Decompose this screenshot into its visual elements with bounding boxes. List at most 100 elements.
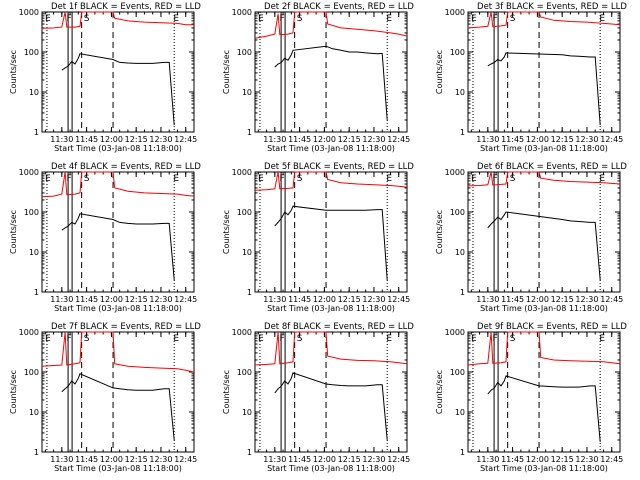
- x-tick-label: 11:45: [75, 455, 98, 464]
- marker-label-f: F: [279, 334, 284, 344]
- y-tick-label: 1: [460, 288, 465, 297]
- x-tick-label: 12:45: [600, 455, 623, 464]
- x-axis-label: Start Time (03-Jan-08 11:18:00): [267, 304, 395, 313]
- marker-label-s: S: [297, 334, 303, 344]
- panel-4: Det 4f BLACK = Events, RED = LLD 1 10 100 10…: [9, 162, 201, 313]
- panel-1: Det 1f BLACK = Events, RED = LLD 1 10 100 10…: [9, 2, 201, 153]
- y-tick-label: 1000: [19, 328, 39, 337]
- panel-title: Det 5f BLACK = Events, RED = LLD: [264, 162, 414, 172]
- panel-7: Det 7f BLACK = Events, RED = LLD 1 10 100 10…: [9, 322, 201, 473]
- lld-series-line: [467, 11, 621, 29]
- marker-label-e: E: [173, 334, 179, 344]
- lld-series-line: [254, 331, 408, 366]
- panel-title: Det 7f BLACK = Events, RED = LLD: [51, 322, 201, 332]
- y-tick-label: 1000: [19, 168, 39, 177]
- panel-title: Det 2f BLACK = Events, RED = LLD: [264, 2, 414, 12]
- y-axis-label: Counts/sec: [435, 370, 444, 414]
- x-tick-label: 12:15: [338, 295, 361, 304]
- x-tick-label: 12:00: [313, 295, 336, 304]
- plot-frame: [254, 331, 408, 453]
- panel-8: Det 8f BLACK = Events, RED = LLD 1 10 100 10…: [222, 322, 414, 473]
- x-tick-label: 12:30: [575, 135, 598, 144]
- y-tick-label: 1: [34, 128, 39, 137]
- x-tick-label: 12:45: [387, 135, 410, 144]
- x-tick-label: 11:45: [501, 455, 524, 464]
- x-tick-label: 12:00: [526, 295, 549, 304]
- y-tick-label: 100: [24, 368, 39, 377]
- x-tick-label: 12:30: [149, 455, 172, 464]
- y-tick-label: 100: [237, 208, 252, 217]
- y-tick-label: 1000: [445, 8, 465, 17]
- x-tick-label: 12:15: [125, 295, 148, 304]
- x-tick-label: 12:00: [526, 455, 549, 464]
- y-axis-label: Counts/sec: [435, 50, 444, 94]
- y-tick-label: 1000: [19, 8, 39, 17]
- y-tick-label: 1: [460, 448, 465, 457]
- events-series-line: [61, 373, 175, 441]
- plot-frame: [254, 171, 408, 293]
- x-axis-label: Start Time (03-Jan-08 11:18:00): [54, 464, 182, 473]
- plot-frame: [254, 11, 408, 133]
- x-tick-label: 12:00: [313, 135, 336, 144]
- panel-title: Det 4f BLACK = Events, RED = LLD: [51, 162, 201, 172]
- lld-series-line: [254, 11, 408, 39]
- y-axis-label: Counts/sec: [9, 210, 18, 254]
- y-tick-label: 10: [29, 408, 39, 417]
- x-tick-label: 12:45: [387, 295, 410, 304]
- events-series-line: [61, 213, 175, 281]
- y-tick-label: 1: [460, 128, 465, 137]
- marker-label-s: S: [84, 174, 90, 184]
- lld-series-line: [41, 331, 195, 373]
- plot-frame: [467, 171, 621, 293]
- x-tick-label: 11:30: [263, 295, 286, 304]
- y-tick-label: 1: [247, 448, 252, 457]
- x-tick-label: 11:45: [288, 455, 311, 464]
- x-tick-label: 11:45: [288, 295, 311, 304]
- x-tick-label: 12:45: [174, 135, 197, 144]
- y-tick-label: 100: [24, 208, 39, 217]
- events-series-line: [274, 205, 388, 281]
- marker-label-f: F: [66, 174, 71, 184]
- marker-label-s: S: [510, 174, 516, 184]
- x-tick-label: 12:00: [100, 135, 123, 144]
- lld-series-line: [467, 331, 621, 366]
- y-axis-label: Counts/sec: [222, 370, 231, 414]
- x-tick-label: 12:45: [600, 135, 623, 144]
- marker-label-e: E: [173, 14, 179, 24]
- marker-label-f: F: [66, 14, 71, 24]
- events-series-line: [61, 53, 175, 126]
- events-series-line: [274, 45, 388, 121]
- x-tick-label: 12:00: [313, 455, 336, 464]
- marker-label-f: F: [66, 334, 71, 344]
- x-tick-label: 12:15: [338, 135, 361, 144]
- x-tick-label: 12:30: [149, 135, 172, 144]
- x-tick-label: 11:45: [75, 295, 98, 304]
- marker-label-e: E: [258, 334, 264, 344]
- x-tick-label: 11:30: [263, 135, 286, 144]
- y-tick-label: 1: [247, 128, 252, 137]
- marker-label-s: S: [297, 14, 303, 24]
- y-tick-label: 100: [450, 208, 465, 217]
- panel-2: Det 2f BLACK = Events, RED = LLD 1 10 100 10…: [222, 2, 414, 153]
- panel-title: Det 8f BLACK = Events, RED = LLD: [264, 322, 414, 332]
- x-tick-label: 12:15: [551, 455, 574, 464]
- x-tick-label: 11:30: [50, 295, 73, 304]
- y-tick-label: 100: [24, 48, 39, 57]
- y-tick-label: 10: [242, 248, 252, 257]
- y-tick-label: 10: [455, 88, 465, 97]
- marker-label-f: F: [279, 14, 284, 24]
- x-tick-label: 11:30: [476, 455, 499, 464]
- lld-series-line: [254, 171, 408, 191]
- y-tick-label: 1000: [445, 168, 465, 177]
- marker-label-f: F: [492, 334, 497, 344]
- marker-label-e: E: [471, 14, 477, 24]
- marker-label-e: E: [173, 174, 179, 184]
- events-series-line: [274, 372, 388, 441]
- y-axis-label: Counts/sec: [9, 50, 18, 94]
- plot-frame: [41, 171, 195, 293]
- x-tick-label: 12:30: [362, 135, 385, 144]
- x-tick-label: 12:15: [338, 455, 361, 464]
- y-tick-label: 1000: [232, 328, 252, 337]
- marker-label-e: E: [471, 334, 477, 344]
